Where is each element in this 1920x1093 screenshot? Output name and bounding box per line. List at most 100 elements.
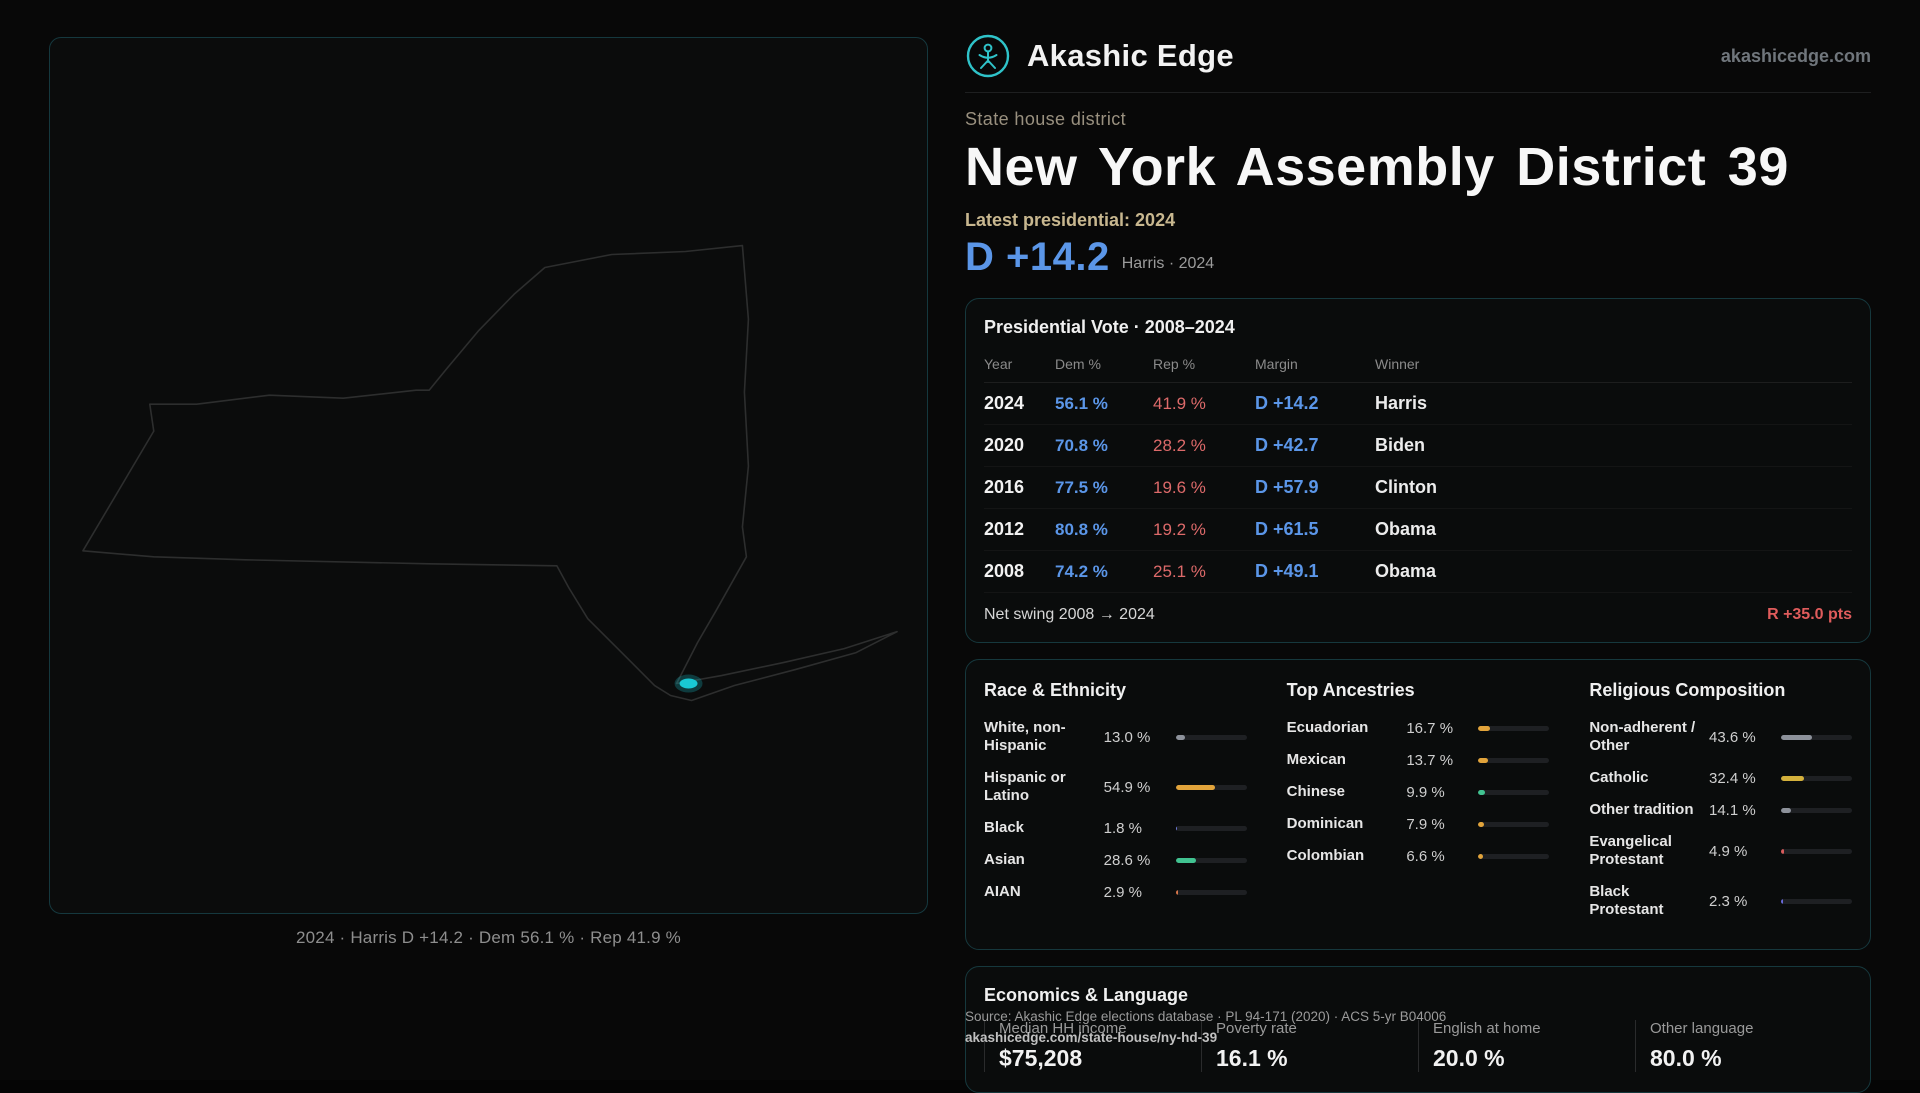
demo-label: Dominican (1286, 815, 1364, 832)
headline-margin-value: D +14.2 (965, 235, 1110, 279)
demo-row: Ecuadorian 16.7 % (1287, 719, 1550, 737)
demo-bar-fill (1478, 821, 1484, 827)
presidential-card-title: Presidential Vote · 2008–2024 (984, 317, 1235, 337)
demo-bar-fill (1175, 889, 1178, 895)
demo-label: Non-adherent / Other (1589, 719, 1696, 754)
demo-bar-fill (1175, 784, 1215, 790)
stat-other-language: Other language 80.0 % (1635, 1020, 1852, 1072)
demo-value: 2.9 % (1103, 883, 1143, 901)
table-cell-dem: 80.8 % (1055, 509, 1153, 551)
demo-bar-track (1780, 898, 1852, 904)
demo-value: 4.9 % (1708, 842, 1748, 860)
column-header-year: Year (984, 348, 1055, 383)
map-caption: 2024 · Harris D +14.2 · Dem 56.1 % · Rep… (296, 928, 681, 947)
demo-value: 2.3 % (1708, 892, 1748, 910)
table-cell-year: 2024 (984, 383, 1055, 425)
demo-label: Catholic (1589, 769, 1649, 786)
demo-label: Hispanic or Latino (984, 769, 1066, 804)
demo-row: Mexican 13.7 % (1287, 751, 1550, 769)
demo-bar-fill (1780, 807, 1791, 813)
headline-margin-caption: Harris · 2024 (1121, 255, 1215, 272)
demo-row: Colombian 6.6 % (1287, 847, 1550, 865)
demo-value: 43.6 % (1708, 728, 1756, 746)
demo-bar-track (1175, 784, 1247, 790)
table-cell-rep: 19.6 % (1153, 467, 1255, 509)
stat-label: English at home (1433, 1020, 1541, 1037)
new-york-state-map (82, 244, 898, 702)
stat-label: Median HH income (999, 1020, 1127, 1037)
demo-bar-fill (1175, 857, 1196, 863)
table-cell-dem: 70.8 % (1055, 425, 1153, 467)
permalink[interactable]: akashicedge.com/state-house/ny-hd-39 (965, 1030, 1218, 1045)
demo-row: Asian 28.6 % (984, 851, 1247, 869)
demo-bar-fill (1780, 898, 1783, 904)
presidential-vote-card: Presidential Vote · 2008–2024 Year Dem %… (965, 298, 1871, 643)
net-swing-row: Net swing 2008 → 2024 R +35.0 pts (984, 593, 1852, 630)
demo-row: Non-adherent / Other 43.6 % (1589, 719, 1852, 755)
table-cell-year: 2016 (984, 467, 1055, 509)
demo-row: Other tradition 14.1 % (1589, 801, 1852, 819)
table-cell-year: 2020 (984, 425, 1055, 467)
demo-label: Chinese (1286, 783, 1346, 800)
demo-label: Evangelical Protestant (1589, 833, 1672, 868)
header-divider (965, 92, 1871, 93)
headline-margin-row: D +14.2 Harris · 2024 (965, 235, 1871, 280)
demo-value: 1.8 % (1103, 819, 1143, 837)
demo-bar-track (1478, 757, 1550, 763)
economics-language-card: Economics & Language Median HH income $7… (965, 966, 1871, 1093)
demo-label: Mexican (1286, 751, 1346, 768)
demo-row: AIAN 2.9 % (984, 883, 1247, 901)
ny-state-outline (82, 244, 898, 702)
demo-bar-fill (1175, 734, 1185, 740)
presidential-table: Year Dem % Rep % Margin Winner 2024 56.1… (984, 348, 1852, 593)
stat-label: Poverty rate (1216, 1020, 1297, 1037)
demo-bar-fill (1175, 825, 1177, 831)
demo-value: 32.4 % (1708, 769, 1756, 787)
demo-bar-fill (1478, 853, 1483, 859)
table-cell-dem: 56.1 % (1055, 383, 1153, 425)
table-cell-margin: D +42.7 (1255, 425, 1375, 467)
stat-english-at-home: English at home 20.0 % (1418, 1020, 1635, 1072)
religion-section-title: Religious Composition (1589, 680, 1786, 700)
table-cell-margin: D +57.9 (1255, 467, 1375, 509)
demo-bar-fill (1478, 757, 1489, 763)
column-header-rep: Rep % (1153, 348, 1255, 383)
district-type-kicker: State house district (965, 109, 1127, 129)
demo-value: 6.6 % (1406, 847, 1445, 865)
column-header-margin: Margin (1255, 348, 1375, 383)
demo-label: White, non-Hispanic (984, 719, 1066, 754)
demo-row: Hispanic or Latino 54.9 % (984, 769, 1247, 805)
district-highlight-marker (679, 678, 698, 689)
table-cell-rep: 19.2 % (1153, 509, 1255, 551)
demo-value: 13.7 % (1406, 751, 1454, 769)
ancestries-section-title: Top Ancestries (1286, 680, 1415, 700)
net-swing-label: Net swing 2008 → 2024 (984, 606, 1155, 623)
stat-value: 80.0 % (1650, 1045, 1722, 1071)
site-domain-link[interactable]: akashicedge.com (1720, 45, 1871, 66)
demo-label: Ecuadorian (1286, 719, 1369, 736)
demo-label: Other tradition (1589, 801, 1694, 818)
table-cell-rep: 25.1 % (1153, 551, 1255, 593)
demo-value: 54.9 % (1103, 778, 1151, 796)
demo-label: Asian (984, 851, 1025, 868)
demo-bar-track (1175, 857, 1247, 863)
economics-stats-row: Median HH income $75,208 Poverty rate 16… (984, 1020, 1852, 1072)
demo-row: Black Protestant 2.3 % (1589, 883, 1852, 919)
net-swing-value: R +35.0 pts (1767, 606, 1852, 623)
demo-row: Dominican 7.9 % (1287, 815, 1550, 833)
demo-bar-track (1780, 848, 1852, 854)
table-cell-margin: D +61.5 (1255, 509, 1375, 551)
demo-bar-track (1175, 734, 1247, 740)
table-cell-dem: 77.5 % (1055, 467, 1153, 509)
table-cell-winner: Clinton (1375, 467, 1852, 509)
demo-row: Catholic 32.4 % (1589, 769, 1852, 787)
religious-composition-section: Religious Composition Non-adherent / Oth… (1589, 680, 1852, 933)
demo-label: Black (984, 819, 1025, 836)
demo-value: 13.0 % (1103, 728, 1151, 746)
column-header-dem: Dem % (1055, 348, 1153, 383)
demo-bar-track (1478, 821, 1550, 827)
detail-panel: Akashic Edge akashicedge.com State house… (965, 28, 1871, 1093)
race-ethnicity-section: Race & Ethnicity White, non-Hispanic 13.… (984, 680, 1247, 933)
table-cell-winner: Biden (1375, 425, 1852, 467)
demo-bar-track (1780, 734, 1852, 740)
